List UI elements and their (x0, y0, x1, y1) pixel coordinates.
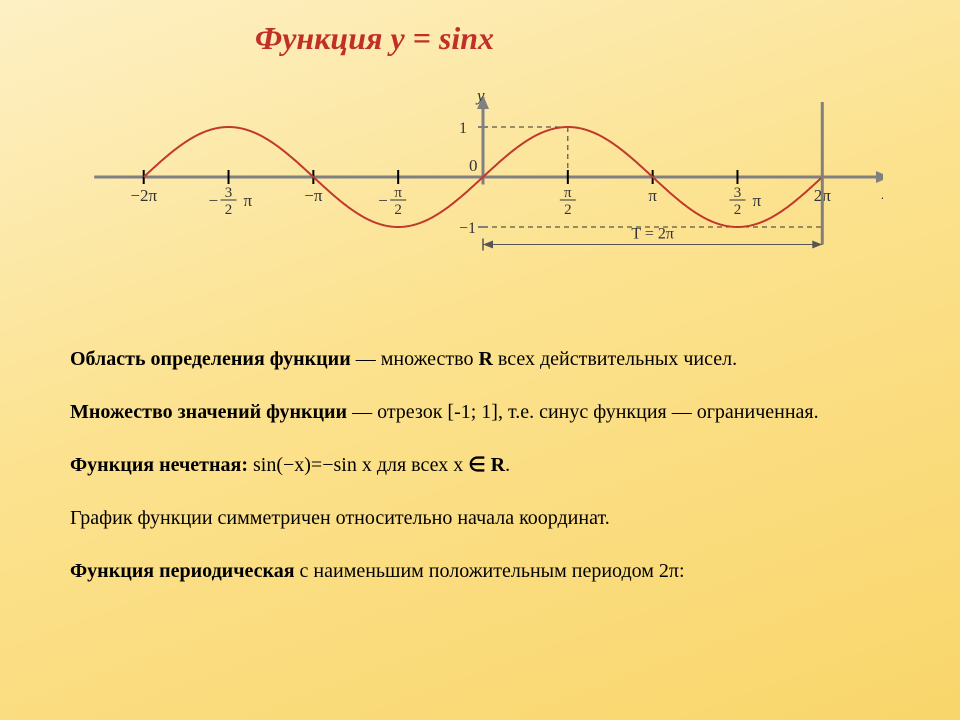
para-odd: Функция нечетная: sin(−x)=−sin x для все… (70, 453, 890, 478)
svg-text:T = 2π: T = 2π (631, 226, 674, 243)
body-text: Область определения функции — множество … (0, 307, 960, 584)
svg-text:1: 1 (459, 120, 467, 137)
svg-text:y: y (475, 87, 485, 105)
para-period: Функция периодическая с наименьшим полож… (70, 559, 890, 584)
svg-text:2: 2 (733, 202, 741, 218)
svg-text:2: 2 (564, 202, 572, 218)
svg-text:−: − (378, 191, 388, 210)
svg-text:0: 0 (469, 156, 478, 175)
svg-text:π: π (564, 185, 572, 201)
para-symmetry: График функции симметричен относительно … (70, 506, 890, 531)
page-title: Функция y = sinx (0, 0, 960, 57)
svg-text:2: 2 (224, 202, 232, 218)
svg-text:π: π (394, 185, 402, 201)
svg-text:π: π (648, 186, 657, 205)
svg-text:−2π: −2π (130, 186, 157, 205)
svg-text:−1: −1 (459, 220, 476, 237)
para-range: Множество значений функции — отрезок [-1… (70, 400, 890, 425)
svg-text:x: x (881, 184, 883, 203)
svg-text:3: 3 (733, 185, 741, 201)
svg-text:2: 2 (394, 202, 402, 218)
svg-text:π: π (752, 191, 761, 210)
svg-text:π: π (243, 191, 252, 210)
para-domain: Область определения функции — множество … (70, 347, 890, 372)
sine-chart: 0yx1−1−2π−32π−π−π2π2π32π2πT = 2π (78, 87, 883, 297)
svg-text:3: 3 (224, 185, 232, 201)
svg-text:−: − (208, 191, 218, 210)
svg-text:−π: −π (304, 186, 323, 205)
